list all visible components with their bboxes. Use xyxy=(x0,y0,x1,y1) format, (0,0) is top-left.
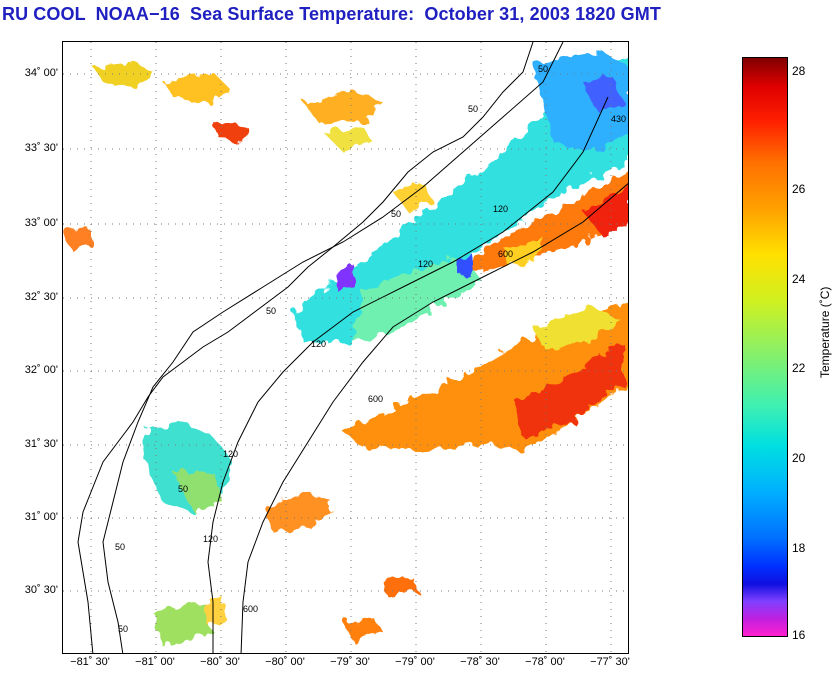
isobath-labels: 50 50 50 50 120 120 120 120 120 600 600 … xyxy=(115,64,626,634)
isobath-label: 50 xyxy=(538,64,548,74)
lat-label: 32˚ 30' xyxy=(24,291,58,303)
colorbar-tick: 22 xyxy=(792,361,806,375)
lon-label: −79˚ 30' xyxy=(330,656,370,668)
lon-label: −81˚ 00' xyxy=(135,656,175,668)
isobath-label: 120 xyxy=(223,449,238,459)
colorbar-tick: 24 xyxy=(792,272,806,286)
lon-label: −77˚ 30' xyxy=(590,656,630,668)
isobath-label: 120 xyxy=(203,534,218,544)
isobath-label: 600 xyxy=(368,394,383,404)
colorbar-tick: 16 xyxy=(792,628,806,642)
isobath-label: 120 xyxy=(311,339,326,349)
isobath-label: 120 xyxy=(418,259,433,269)
isobath-label: 50 xyxy=(391,209,401,219)
sst-map-canvas: 50 50 50 50 120 120 120 120 120 600 600 … xyxy=(63,42,628,653)
lat-label: 31˚ 00' xyxy=(24,511,58,523)
lon-label: −78˚ 00' xyxy=(525,656,565,668)
lon-label: −80˚ 00' xyxy=(265,656,305,668)
lon-label: −80˚ 30' xyxy=(200,656,240,668)
lat-label: 34˚ 00' xyxy=(24,67,58,79)
isobath-label: 600 xyxy=(498,249,513,259)
isobath-label: 50 xyxy=(178,484,188,494)
colorbar-tick: 26 xyxy=(792,182,806,196)
colorbar-label: Temperature (˚C) xyxy=(818,286,832,378)
colorbar-tick: 18 xyxy=(792,541,806,555)
lat-label: 33˚ 00' xyxy=(24,217,58,229)
isobath-label: 430 xyxy=(611,114,626,124)
colorbar-tick: 20 xyxy=(792,451,806,465)
lat-label: 31˚ 30' xyxy=(24,438,58,450)
isobath-label: 50 xyxy=(468,104,478,114)
lon-label: −81˚ 30' xyxy=(70,656,110,668)
isobath-label: 600 xyxy=(243,604,258,614)
isobath-label: 50 xyxy=(266,306,276,316)
isobath-label: 50 xyxy=(118,624,128,634)
map-title: RU COOL NOAA−16 Sea Surface Temperature:… xyxy=(2,4,661,24)
isobaths xyxy=(102,42,628,653)
temperature-colorbar xyxy=(742,57,788,637)
sst-map: 50 50 50 50 120 120 120 120 120 600 600 … xyxy=(62,41,629,654)
lon-label: −78˚ 30' xyxy=(460,656,500,668)
lat-label: 30˚ 30' xyxy=(24,584,58,596)
colorbar-tick: 28 xyxy=(792,64,806,78)
isobath-label: 50 xyxy=(115,542,125,552)
lat-label: 33˚ 30' xyxy=(24,142,58,154)
sst-patches xyxy=(63,52,628,647)
isobath-label: 120 xyxy=(493,204,508,214)
coastline xyxy=(77,42,534,653)
lat-label: 32˚ 00' xyxy=(24,364,58,376)
lon-label: −79˚ 00' xyxy=(395,656,435,668)
